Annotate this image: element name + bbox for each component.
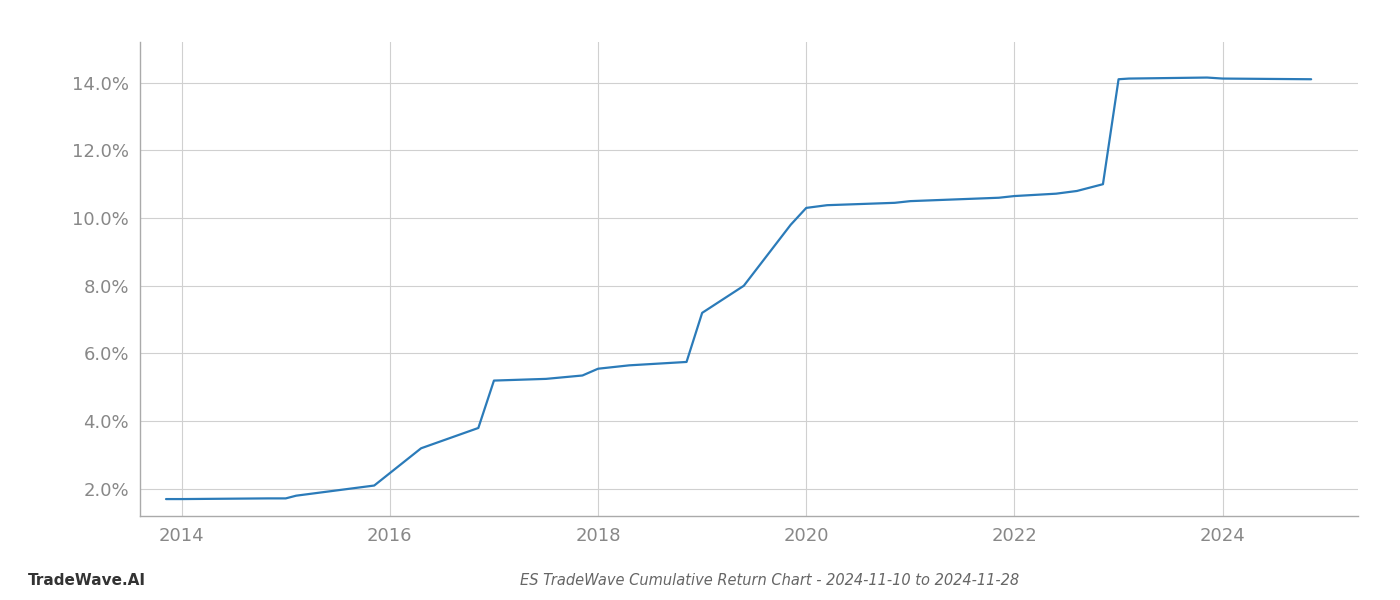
Text: ES TradeWave Cumulative Return Chart - 2024-11-10 to 2024-11-28: ES TradeWave Cumulative Return Chart - 2… <box>521 573 1019 588</box>
Text: TradeWave.AI: TradeWave.AI <box>28 573 146 588</box>
